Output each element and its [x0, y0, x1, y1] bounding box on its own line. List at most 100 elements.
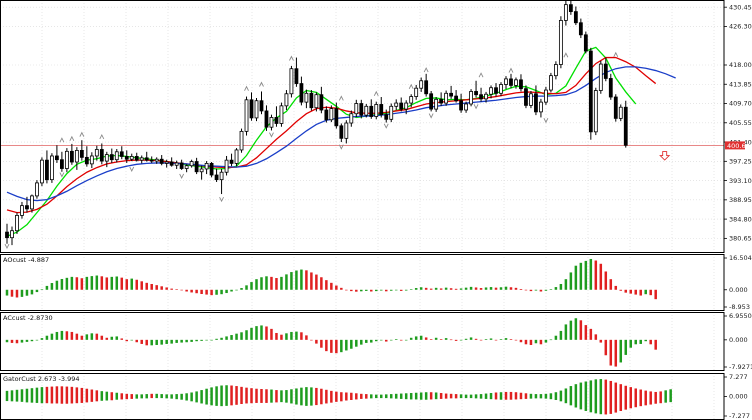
candle[interactable] — [74, 147, 79, 170]
candle[interactable] — [64, 148, 69, 173]
candle[interactable] — [623, 100, 628, 148]
candle[interactable] — [254, 97, 259, 122]
candle[interactable] — [89, 152, 94, 169]
ao-panel[interactable]: AOcust -4.887 — [3, 256, 657, 300]
candle[interactable] — [249, 92, 254, 121]
candle[interactable] — [424, 73, 429, 97]
candle[interactable] — [154, 157, 159, 164]
candle[interactable] — [134, 152, 139, 162]
candle[interactable] — [144, 151, 149, 162]
candle[interactable] — [554, 61, 558, 80]
candle[interactable] — [439, 92, 444, 106]
candle[interactable] — [15, 212, 19, 234]
candle[interactable] — [304, 89, 309, 109]
candle[interactable] — [549, 72, 553, 93]
price-panel[interactable] — [0, 0, 724, 250]
candle[interactable] — [194, 157, 199, 175]
candle[interactable] — [598, 60, 603, 94]
candle[interactable] — [454, 90, 459, 103]
candle[interactable] — [109, 148, 114, 163]
candle[interactable] — [499, 82, 503, 97]
candle[interactable] — [379, 97, 384, 118]
candle[interactable] — [359, 99, 364, 119]
candle[interactable] — [474, 80, 478, 98]
candle[interactable] — [20, 201, 24, 219]
candle[interactable] — [264, 105, 269, 131]
candle[interactable] — [603, 57, 608, 82]
candle[interactable] — [179, 159, 184, 170]
candle[interactable] — [149, 156, 154, 163]
candle[interactable] — [613, 94, 618, 122]
candle[interactable] — [329, 105, 334, 123]
candle[interactable] — [324, 106, 329, 123]
candle[interactable] — [529, 90, 533, 109]
candle[interactable] — [55, 145, 59, 163]
candle[interactable] — [444, 90, 449, 106]
candle[interactable] — [419, 77, 424, 92]
candle[interactable] — [139, 155, 144, 164]
candle[interactable] — [409, 94, 414, 108]
candle[interactable] — [184, 164, 189, 173]
candle[interactable] — [349, 110, 354, 127]
candle[interactable] — [394, 99, 399, 111]
candle[interactable] — [259, 91, 264, 115]
candle[interactable] — [244, 96, 249, 136]
candle[interactable] — [5, 223, 9, 244]
candle[interactable] — [199, 165, 204, 180]
candle[interactable] — [558, 16, 563, 69]
candle[interactable] — [563, 0, 568, 26]
candle[interactable] — [384, 109, 389, 123]
candle[interactable] — [573, 6, 578, 26]
candle[interactable] — [30, 194, 34, 213]
candle[interactable] — [79, 140, 84, 161]
candle[interactable] — [469, 89, 473, 107]
candle[interactable] — [269, 114, 274, 131]
candle[interactable] — [534, 85, 538, 116]
candle[interactable] — [10, 226, 14, 246]
candle[interactable] — [489, 85, 493, 99]
candle[interactable] — [189, 159, 194, 168]
candle[interactable] — [124, 150, 129, 163]
candle[interactable] — [104, 151, 109, 168]
candle[interactable] — [314, 92, 319, 112]
candle[interactable] — [484, 91, 488, 103]
candle[interactable] — [94, 145, 99, 161]
candle[interactable] — [289, 65, 294, 98]
candle[interactable] — [354, 99, 359, 117]
candle[interactable] — [234, 148, 239, 167]
candle[interactable] — [25, 196, 29, 213]
candle[interactable] — [568, 0, 573, 15]
candle[interactable] — [539, 98, 543, 118]
candle[interactable] — [204, 161, 209, 175]
candle[interactable] — [309, 90, 314, 111]
candle[interactable] — [239, 128, 244, 153]
candle[interactable] — [479, 87, 483, 102]
candle[interactable] — [169, 157, 174, 167]
candle[interactable] — [334, 102, 339, 129]
candle[interactable] — [229, 153, 234, 167]
candle[interactable] — [374, 101, 379, 120]
candle[interactable] — [364, 103, 369, 118]
candle[interactable] — [544, 86, 548, 105]
ac-panel[interactable]: ACcust -2.8730 — [3, 314, 657, 367]
gator-panel[interactable]: GatorCust 2.673 -3.994 — [3, 375, 672, 415]
candle[interactable] — [449, 85, 454, 99]
candle[interactable] — [50, 153, 54, 183]
candle[interactable] — [344, 120, 349, 144]
candle[interactable] — [84, 146, 89, 167]
candle[interactable] — [224, 155, 229, 176]
candle[interactable] — [69, 143, 74, 165]
candle[interactable] — [219, 168, 224, 195]
candle[interactable] — [284, 90, 289, 111]
candle[interactable] — [369, 99, 374, 119]
candle[interactable] — [279, 102, 284, 127]
candle[interactable] — [129, 153, 134, 162]
candle[interactable] — [299, 76, 304, 106]
candle[interactable] — [414, 84, 419, 100]
candle[interactable] — [339, 123, 344, 143]
candle[interactable] — [214, 168, 219, 182]
candle[interactable] — [209, 162, 214, 178]
candle[interactable] — [404, 100, 409, 115]
candle[interactable] — [119, 146, 124, 160]
candle[interactable] — [618, 104, 623, 122]
